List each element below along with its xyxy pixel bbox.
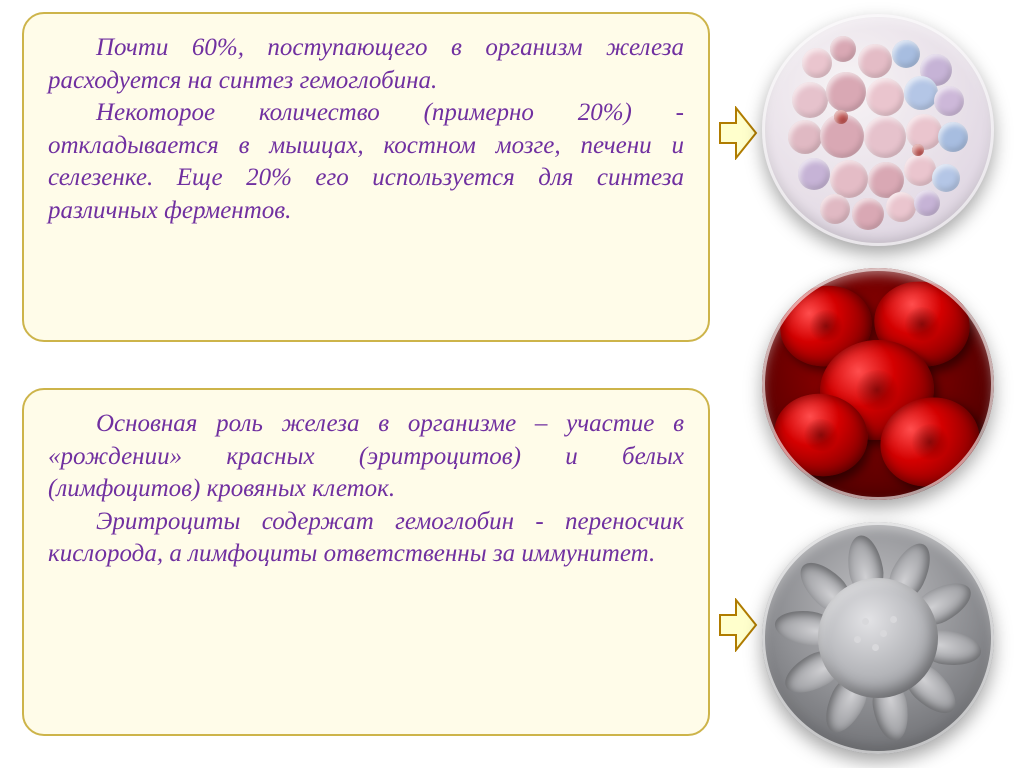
arrow-icon-1 — [718, 106, 758, 160]
box2-para2: Эритроциты содержат гемоглобин - перенос… — [48, 506, 684, 571]
image-column — [760, 14, 996, 754]
info-box-iron-role: Основная роль железа в организме – участ… — [22, 388, 710, 736]
arrow-icon-2 — [718, 598, 758, 652]
protein-molecule-image — [762, 14, 994, 246]
red-blood-cells-image — [762, 268, 994, 500]
box1-para2: Некоторое количество (примерно 20%) - от… — [48, 97, 684, 227]
box2-para1: Основная роль железа в организме – участ… — [48, 408, 684, 506]
lymphocyte-image — [762, 522, 994, 754]
box1-para1: Почти 60%, поступающего в организм желез… — [48, 32, 684, 97]
info-box-iron-usage: Почти 60%, поступающего в организм желез… — [22, 12, 710, 342]
